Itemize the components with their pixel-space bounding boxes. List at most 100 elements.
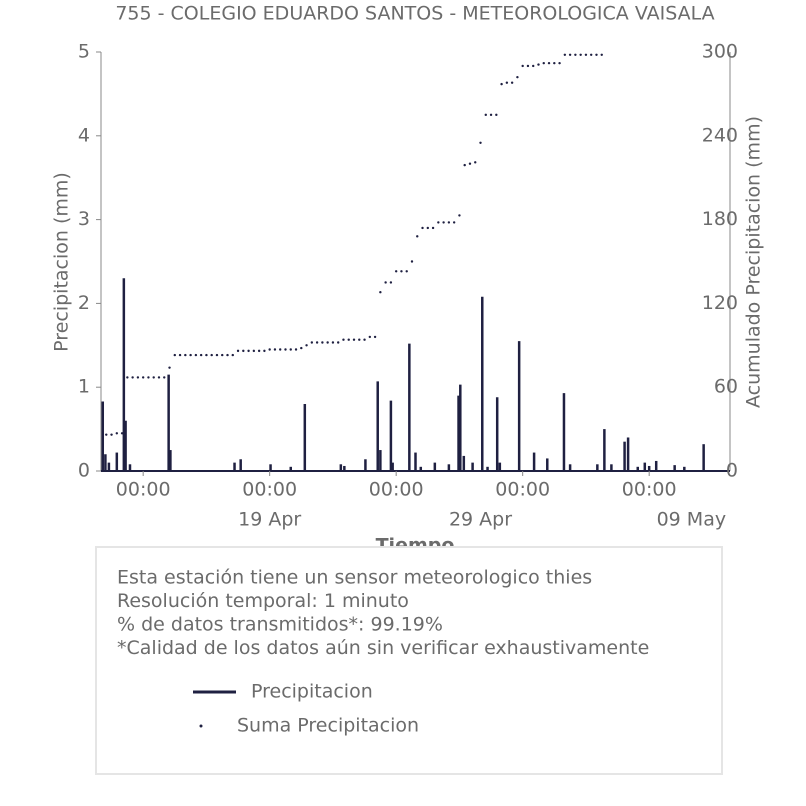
y2-axis-label: Acumulado Precipitacion (mm) [743, 116, 765, 408]
sum-dot [221, 353, 224, 357]
sum-dot [405, 270, 408, 273]
sum-dot [510, 81, 514, 84]
y-tick-label: 2 [78, 292, 90, 314]
sum-dot [326, 341, 329, 344]
sum-dot [347, 338, 350, 341]
sum-dot [574, 53, 577, 56]
y2-tick-label: 240 [702, 124, 738, 146]
sum-dot [131, 376, 134, 379]
sum-dot [384, 281, 387, 284]
sum-dot [236, 349, 240, 353]
sum-dot [484, 113, 487, 117]
sum-dot [210, 353, 213, 357]
sum-dot [189, 353, 192, 357]
sum-dot [184, 353, 187, 357]
sum-dot [600, 53, 603, 56]
sum-dot [416, 235, 419, 238]
sum-dot [336, 341, 340, 344]
sum-dot [247, 349, 250, 353]
sum-dot [447, 221, 451, 224]
sum-dot [305, 344, 308, 347]
sum-dot [205, 353, 208, 357]
sum-dot [479, 141, 482, 144]
x-date-label: 19 Apr [238, 509, 301, 531]
sum-dot [331, 341, 335, 344]
y2-tick-label: 0 [726, 460, 738, 482]
sum-dot [563, 53, 567, 56]
sum-dot [558, 61, 561, 65]
sum-dot [553, 61, 556, 65]
y-axis-label: Precipitacion (mm) [51, 172, 73, 352]
sum-dot [342, 338, 345, 341]
sum-dot [178, 353, 182, 357]
legend-dot [199, 724, 203, 728]
info-box [95, 546, 723, 775]
sum-dot [279, 348, 282, 351]
x-date-label: 29 Apr [449, 509, 512, 531]
sum-dot [584, 53, 588, 56]
sum-dot [595, 53, 598, 56]
sum-dot [379, 291, 382, 294]
sum-dot [110, 433, 113, 436]
sum-dot [489, 113, 493, 117]
sum-dot [173, 353, 176, 357]
y2-tick-label: 300 [702, 41, 738, 63]
sum-dot [537, 63, 540, 66]
sum-dot [500, 82, 503, 86]
sum-dot [579, 53, 582, 56]
legend-label: Precipitacion [251, 681, 373, 703]
sum-dot [289, 348, 292, 351]
x-tick-label: 00:00 [242, 479, 297, 501]
sum-dot [315, 341, 319, 344]
sum-dot [521, 64, 524, 68]
sum-dot [468, 162, 472, 165]
sum-dot [194, 353, 198, 357]
sum-dot [389, 281, 393, 284]
sum-dot [231, 353, 234, 357]
sum-dot [516, 75, 519, 79]
x-tick-label: 00:00 [495, 479, 550, 501]
sum-dot [363, 338, 366, 341]
sum-dot [157, 376, 161, 379]
sum-dot [242, 349, 245, 353]
sum-dot [373, 335, 377, 339]
y2-tick-label: 120 [702, 292, 738, 314]
sum-dot [542, 61, 545, 65]
sum-dot [368, 335, 372, 339]
sum-dot [321, 341, 324, 344]
sum-dot [136, 376, 140, 379]
sum-dot [547, 61, 551, 65]
sum-dot [463, 163, 466, 167]
sum-dot [252, 349, 256, 353]
sum-dot [199, 353, 203, 357]
y2-tick-label: 180 [702, 208, 738, 230]
sum-dot [141, 376, 145, 379]
sum-dot [568, 53, 572, 56]
sum-dot [352, 338, 356, 341]
sum-dot [410, 260, 414, 263]
sum-dot [431, 226, 435, 230]
sum-dot [152, 376, 155, 379]
sum-dot [437, 221, 440, 224]
chart-title: 755 - COLEGIO EDUARDO SANTOS - METEOROLO… [115, 3, 714, 25]
sum-dot [105, 433, 108, 436]
sum-dot [126, 376, 129, 379]
sum-dot [589, 53, 593, 56]
note-line: Resolución temporal: 1 minuto [117, 590, 409, 612]
sum-dot [426, 226, 429, 230]
sum-dot [268, 348, 271, 351]
sum-dot [257, 349, 261, 353]
sum-dot [458, 214, 461, 217]
y-tick-label: 4 [78, 124, 90, 146]
sum-dot [358, 338, 361, 341]
sum-dot [294, 348, 298, 351]
y-tick-label: 3 [78, 208, 90, 230]
sum-dot [226, 353, 229, 357]
sum-dot [452, 221, 456, 224]
note-line: % de datos transmitidos*: 99.19% [117, 614, 443, 636]
x-date-label: 09 May [657, 509, 727, 531]
sum-dot [442, 221, 445, 224]
sum-dot [505, 81, 509, 84]
sum-dot [400, 270, 403, 273]
